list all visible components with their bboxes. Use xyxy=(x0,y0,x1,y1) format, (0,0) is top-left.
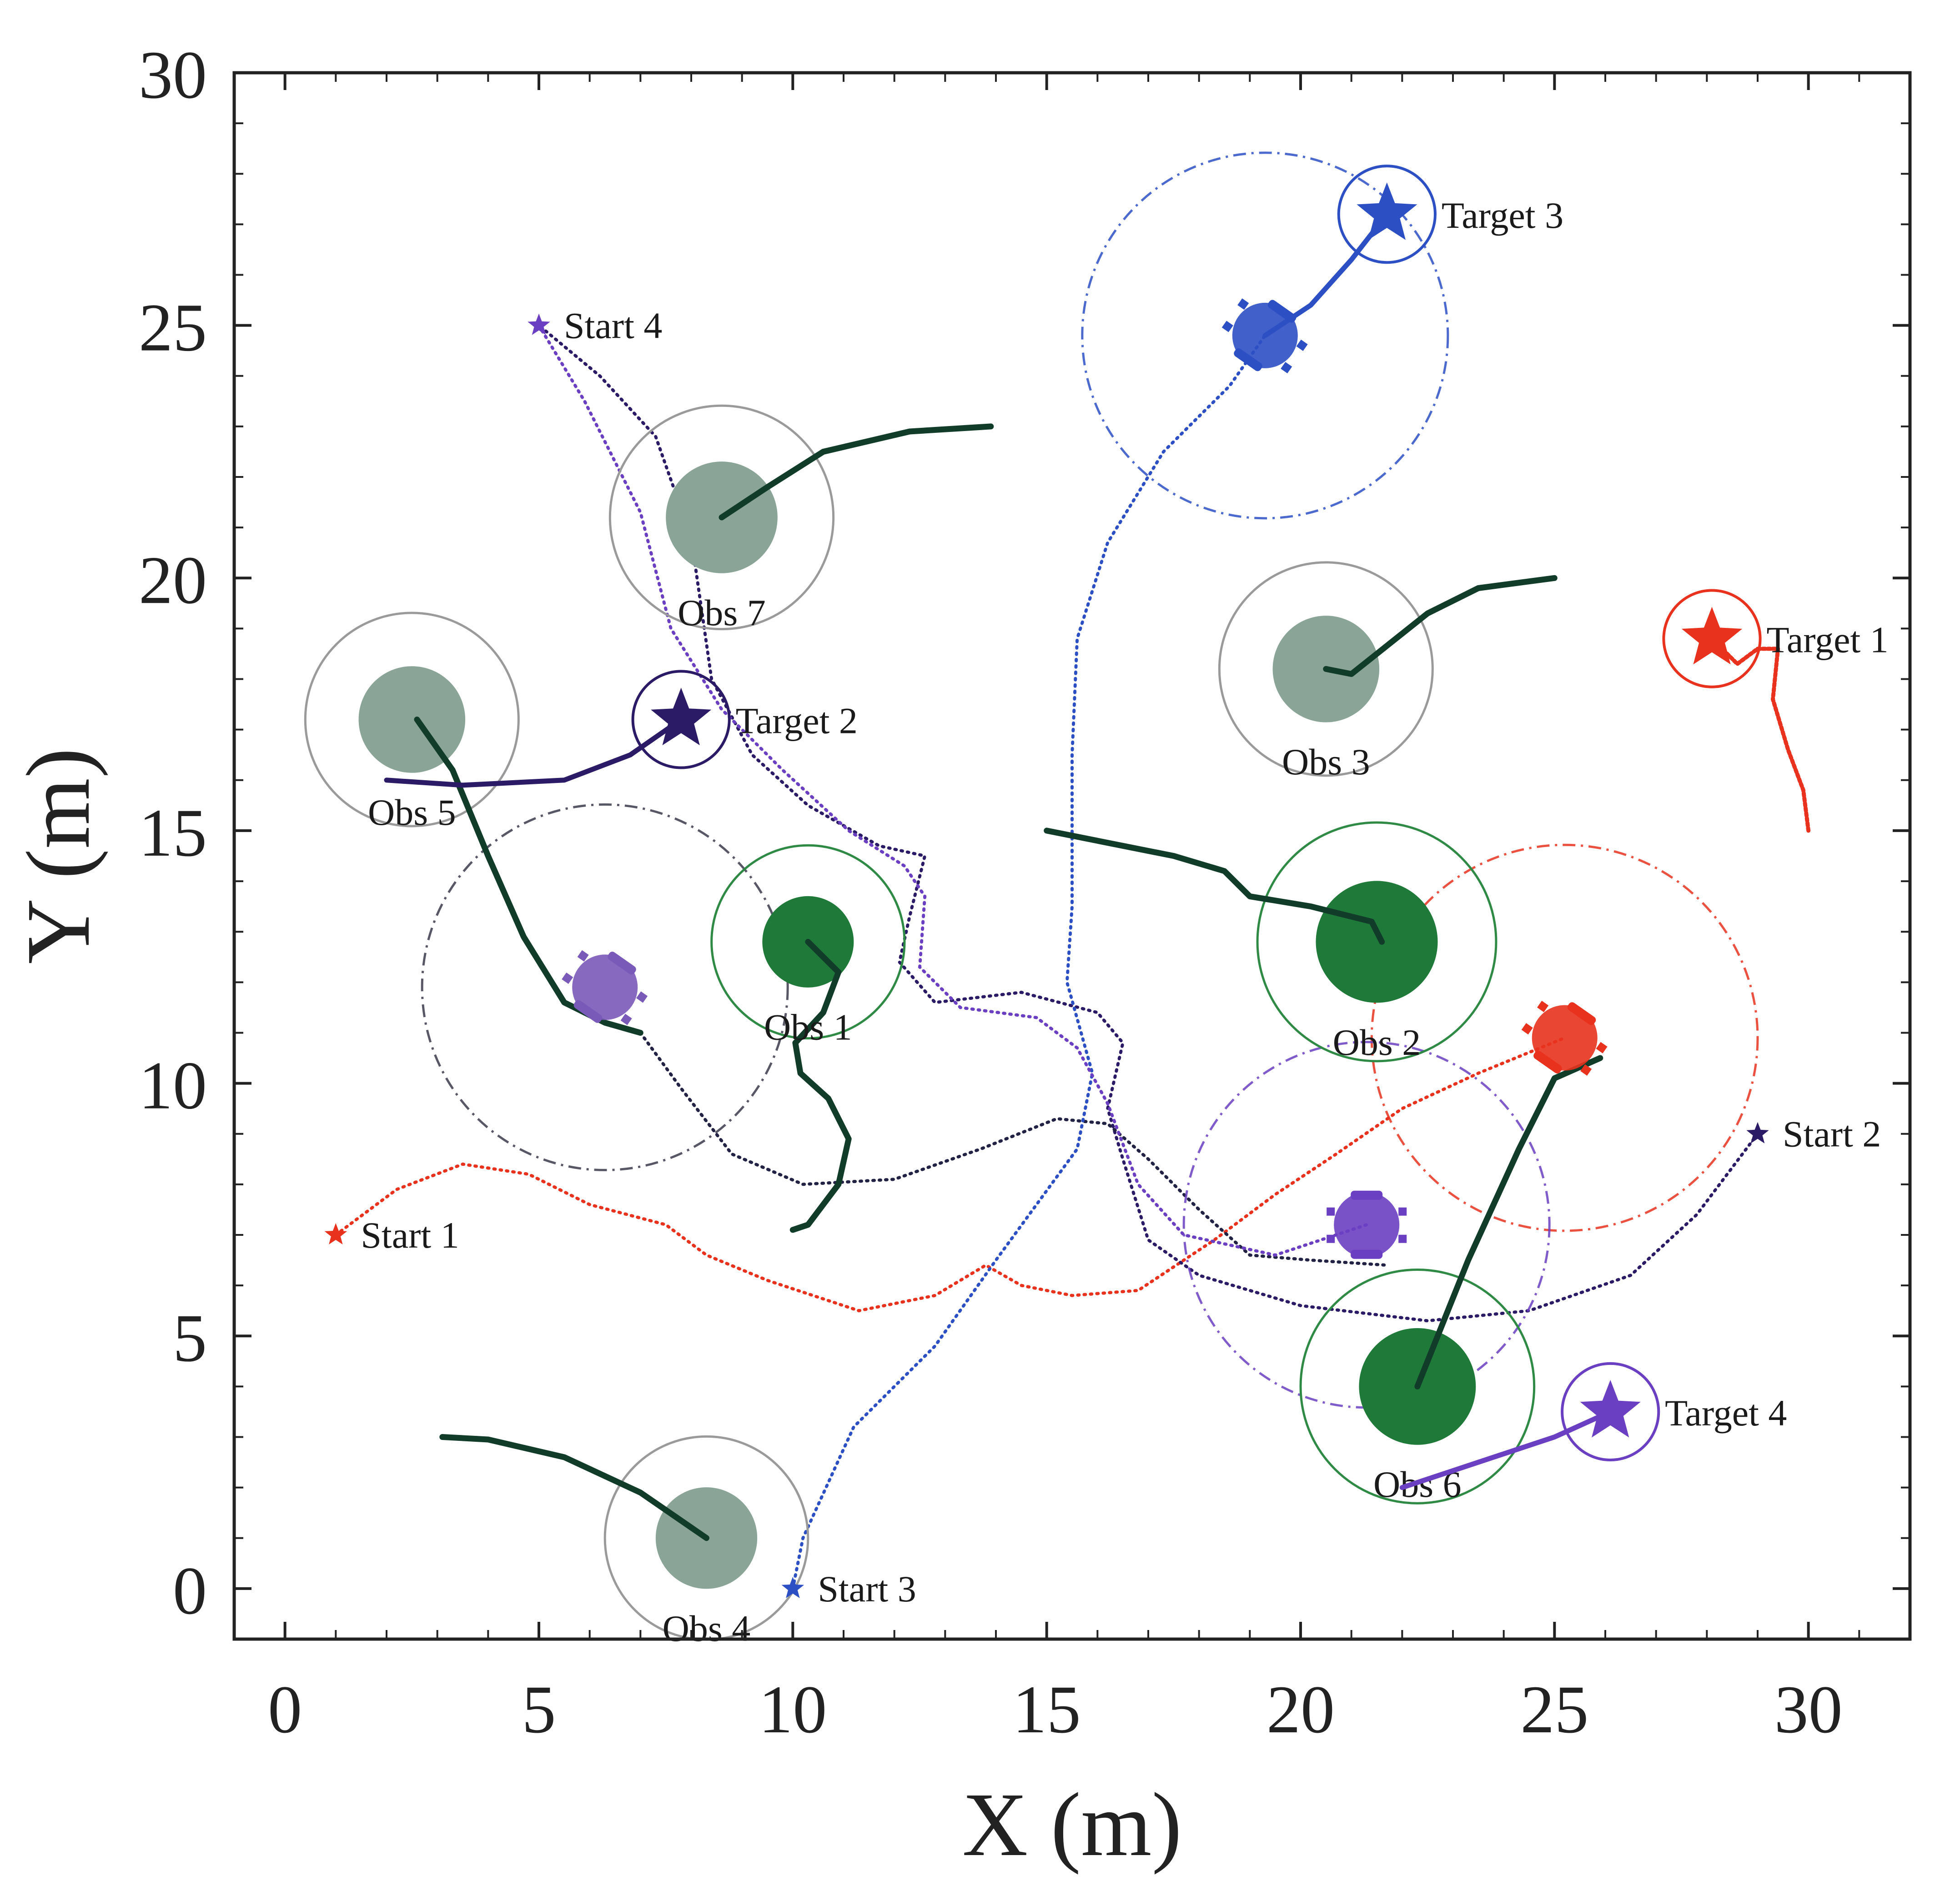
target-2-label: Target 2 xyxy=(736,700,858,741)
obstacle-path xyxy=(1414,1055,1603,1389)
start-3-star-icon xyxy=(781,1576,804,1598)
robot-1-path xyxy=(334,1036,1567,1313)
obstacle-label: Obs 5 xyxy=(368,792,456,833)
y-tick-label: 0 xyxy=(173,1553,207,1629)
target-4-circle xyxy=(1561,1362,1660,1462)
obstacle-safety-ring xyxy=(710,844,906,1040)
x-tick-label: 20 xyxy=(1266,1672,1335,1747)
target-1-label: Target 1 xyxy=(1767,619,1889,661)
target-2-star-icon xyxy=(651,687,712,746)
x-axis-label: X (m) xyxy=(962,1775,1182,1875)
y-tick-label: 20 xyxy=(139,542,207,618)
y-tick-label: 25 xyxy=(139,290,207,366)
robot-4-solid-path xyxy=(1399,1409,1613,1490)
start-4-label: Start 4 xyxy=(564,305,662,346)
robot-2-body-icon xyxy=(562,950,648,1025)
robot-1-sensing-circle xyxy=(1370,843,1759,1232)
y-tick-label: 30 xyxy=(139,37,207,113)
robot-2-path xyxy=(537,324,1759,1323)
obstacle-path xyxy=(414,717,643,1036)
robot-3-sensing-circle xyxy=(1081,151,1449,520)
x-tick-label: 0 xyxy=(268,1672,302,1747)
start-1-label: Start 1 xyxy=(361,1214,459,1256)
robot-2-solid-path xyxy=(384,717,684,788)
x-tick-label: 10 xyxy=(759,1672,827,1747)
robot-1-body-icon xyxy=(1521,1000,1608,1076)
robot-4-body-icon xyxy=(1327,1190,1407,1259)
target-4-label: Target 4 xyxy=(1665,1392,1787,1434)
obstacle-label: Obs 7 xyxy=(678,592,766,633)
start-4-star-icon xyxy=(528,313,550,335)
start-3-label: Start 3 xyxy=(818,1568,916,1610)
obstacle-label: Obs 4 xyxy=(663,1608,751,1649)
target-1-circle xyxy=(1662,589,1762,688)
robot-2-secondary-path xyxy=(638,1031,1389,1267)
start-1-star-icon xyxy=(324,1223,347,1244)
obstacle-path xyxy=(789,938,852,1233)
robot-4-path xyxy=(537,324,1368,1257)
obstacle-path xyxy=(719,423,994,521)
obstacle-safety-ring xyxy=(1218,561,1434,777)
start-2-label: Start 2 xyxy=(1783,1114,1881,1155)
obstacle-disk xyxy=(1316,881,1438,1003)
target-1-star-icon xyxy=(1681,607,1743,665)
start-2-star-icon xyxy=(1746,1122,1769,1144)
target-4-star-icon xyxy=(1580,1379,1641,1438)
y-tick-label: 15 xyxy=(139,795,207,871)
robot-2-sensing-circle xyxy=(421,803,789,1171)
robot-3-path xyxy=(791,334,1267,1590)
obstacle-path xyxy=(439,1434,709,1541)
y-tick-label: 10 xyxy=(139,1048,207,1124)
obstacle-disk xyxy=(358,666,466,773)
x-tick-label: 5 xyxy=(522,1672,556,1747)
target-3-circle xyxy=(1337,165,1437,264)
x-tick-label: 15 xyxy=(1013,1672,1081,1747)
x-tick-label: 25 xyxy=(1520,1672,1588,1747)
obstacle-label: Obs 1 xyxy=(764,1006,852,1048)
x-tick-label: 30 xyxy=(1774,1672,1843,1747)
obstacle-path xyxy=(1323,575,1558,677)
obstacle-safety-ring xyxy=(1299,1269,1536,1505)
target-2-circle xyxy=(631,670,731,769)
obstacle-safety-ring xyxy=(608,404,835,631)
plot-frame xyxy=(232,71,1912,1641)
obstacle-path xyxy=(1044,828,1385,945)
y-tick-label: 5 xyxy=(173,1300,207,1376)
y-axis-label: Y (m) xyxy=(8,748,109,964)
obstacle-safety-ring xyxy=(1256,821,1498,1063)
target-3-label: Target 3 xyxy=(1442,195,1563,236)
obstacle-safety-ring xyxy=(304,612,520,828)
robot-1-solid-path xyxy=(1710,637,1811,833)
obstacle-label: Obs 3 xyxy=(1282,741,1370,782)
target-3-star-icon xyxy=(1357,182,1417,240)
robot-3-body-icon xyxy=(1221,298,1308,374)
obstacle-label: Obs 2 xyxy=(1333,1022,1421,1063)
